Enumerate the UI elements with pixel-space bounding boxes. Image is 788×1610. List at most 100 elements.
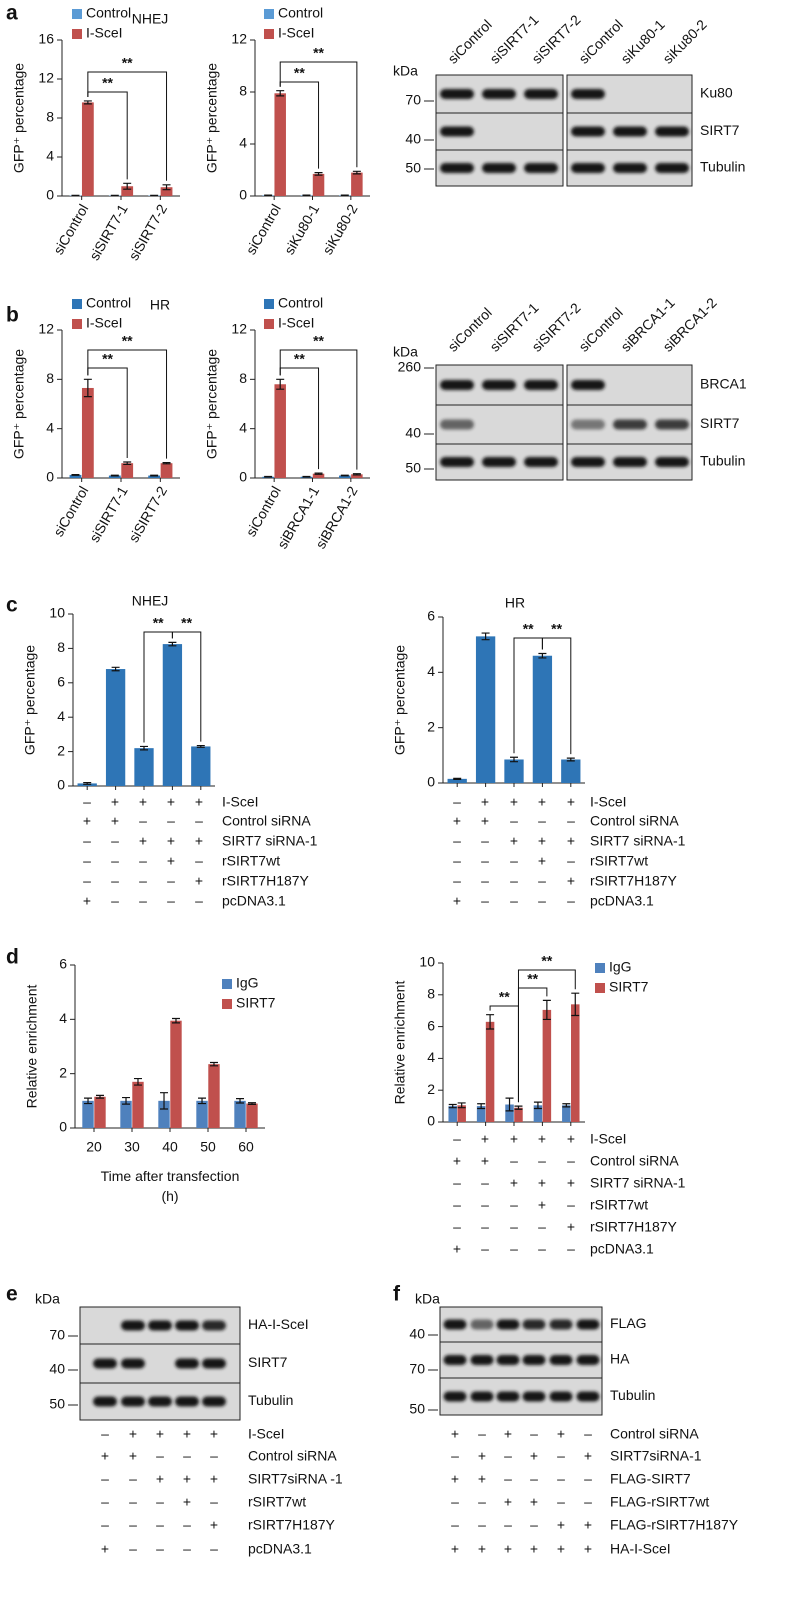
condition-sign: – xyxy=(453,1131,461,1147)
condition-sign: – xyxy=(129,1517,137,1533)
blot-band xyxy=(121,1396,145,1407)
error-bar xyxy=(247,1102,256,1105)
condition-sign: – xyxy=(530,1471,538,1487)
bar xyxy=(105,669,126,786)
error-bar xyxy=(160,1092,169,1110)
y-tick-label: 8 xyxy=(46,370,54,386)
condition-sign: + xyxy=(481,1131,489,1147)
bar xyxy=(514,1107,523,1122)
condition-sign: – xyxy=(530,1517,538,1533)
condition-sign: – xyxy=(139,893,147,909)
error-bar xyxy=(457,1102,466,1109)
blot-band xyxy=(443,1391,467,1402)
condition-sign: + xyxy=(451,1471,459,1487)
condition-sign: – xyxy=(510,1219,518,1235)
condition-sign: + xyxy=(101,1448,109,1464)
condition-sign: – xyxy=(567,853,575,869)
legend-swatch xyxy=(264,29,274,39)
error-bar xyxy=(198,1097,207,1105)
condition-label: SIRT7siRNA -1 xyxy=(248,1471,343,1487)
y-tick-label: 0 xyxy=(59,1119,67,1135)
condition-label: rSIRT7H187Y xyxy=(222,873,310,889)
legend-label: Control xyxy=(278,5,323,21)
error-bar xyxy=(448,1103,457,1109)
bar xyxy=(94,1096,106,1128)
condition-sign: – xyxy=(183,1517,191,1533)
blot-row-label: Ku80 xyxy=(700,85,733,101)
error-bar xyxy=(505,1097,514,1112)
y-tick-label: 12 xyxy=(38,70,54,86)
condition-sign: – xyxy=(584,1471,592,1487)
condition-sign: + xyxy=(481,794,489,810)
error-bar xyxy=(340,194,349,197)
panel-label: a xyxy=(6,2,18,25)
bar xyxy=(351,474,363,478)
condition-sign: – xyxy=(538,873,546,889)
kda-label: kDa xyxy=(393,344,418,360)
condition-sign: – xyxy=(504,1517,512,1533)
condition-sign: – xyxy=(538,813,546,829)
bar xyxy=(158,1100,170,1128)
condition-sign: – xyxy=(83,794,91,810)
blot-band xyxy=(524,163,558,173)
condition-sign: + xyxy=(584,1448,592,1464)
y-tick-label: 6 xyxy=(57,674,65,690)
blot-band xyxy=(613,457,647,467)
bar xyxy=(246,1103,258,1128)
blot-strip xyxy=(439,1377,603,1416)
error-bar xyxy=(209,1061,218,1067)
condition-label: SIRT7 siRNA-1 xyxy=(590,833,686,849)
error-bar xyxy=(314,472,323,475)
condition-sign: + xyxy=(129,1448,137,1464)
legend-swatch xyxy=(264,9,274,19)
significance-label: ** xyxy=(313,333,324,349)
error-bar xyxy=(276,378,285,390)
condition-sign: – xyxy=(139,853,147,869)
condition-sign: – xyxy=(111,833,119,849)
bar xyxy=(533,1105,543,1122)
condition-label: I-SceI xyxy=(590,1131,627,1147)
bar xyxy=(191,746,211,786)
panel-label: e xyxy=(6,1283,18,1306)
bar xyxy=(162,644,183,786)
condition-sign: – xyxy=(101,1517,109,1533)
condition-sign: – xyxy=(156,1541,164,1557)
condition-sign: – xyxy=(453,833,461,849)
condition-sign: + xyxy=(557,1426,565,1442)
condition-sign: + xyxy=(538,853,546,869)
error-bar xyxy=(140,745,148,751)
error-bar xyxy=(83,378,92,398)
error-bar xyxy=(236,1098,245,1104)
condition-sign: + xyxy=(567,1219,575,1235)
error-bar xyxy=(83,781,92,785)
condition-sign: – xyxy=(567,813,575,829)
condition-sign: + xyxy=(557,1541,565,1557)
condition-sign: – xyxy=(567,1197,575,1213)
condition-sign: + xyxy=(478,1541,486,1557)
condition-label: Control siRNA xyxy=(222,813,311,829)
error-bar xyxy=(477,1103,486,1110)
condition-sign: – xyxy=(111,893,119,909)
blot-row-label: HA-I-SceI xyxy=(248,1316,309,1332)
condition-sign: – xyxy=(183,1448,191,1464)
condition-sign: + xyxy=(101,1541,109,1557)
condition-sign: – xyxy=(481,873,489,889)
blot-band xyxy=(571,380,605,390)
bar xyxy=(339,475,351,478)
condition-sign: – xyxy=(139,873,147,889)
condition-sign: – xyxy=(481,833,489,849)
condition-sign: – xyxy=(481,1197,489,1213)
x-tick-label: siControl xyxy=(50,201,91,257)
y-tick-label: 16 xyxy=(38,31,54,47)
y-tick-label: 4 xyxy=(239,135,247,151)
lane-label: siControl xyxy=(444,304,494,354)
blot-band xyxy=(121,1358,145,1369)
y-axis-label: GFP⁺ percentage xyxy=(11,63,27,173)
condition-sign: + xyxy=(510,1175,518,1191)
y-tick-label: 0 xyxy=(57,777,65,793)
condition-sign: – xyxy=(510,893,518,909)
blot-band xyxy=(655,419,689,430)
legend-swatch xyxy=(72,319,82,329)
condition-sign: + xyxy=(156,1471,164,1487)
condition-label: rSIRT7wt xyxy=(248,1494,306,1510)
